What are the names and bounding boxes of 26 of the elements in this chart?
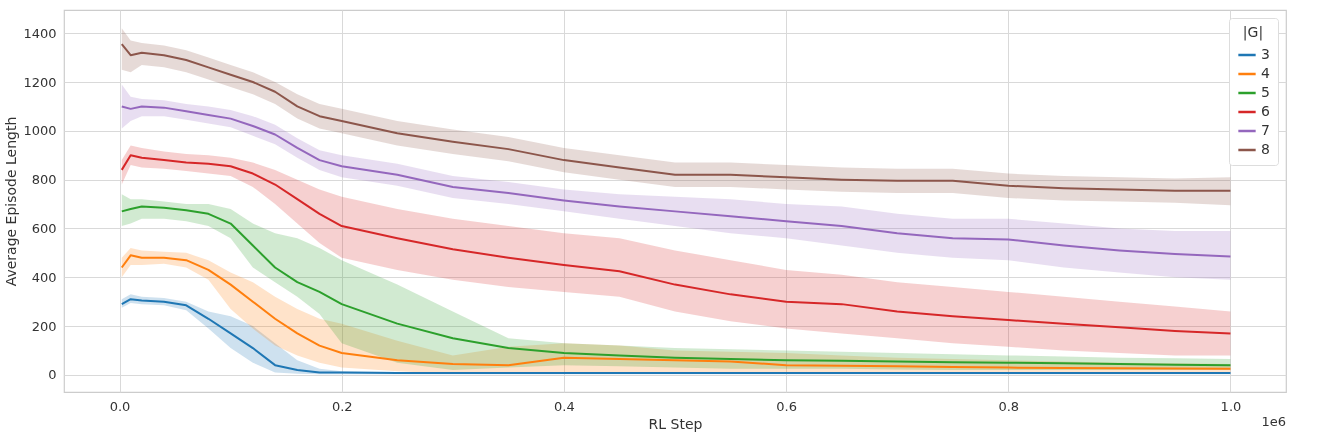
- y-tick-label: 1200: [23, 74, 57, 90]
- x-tick-label: 1.0: [1220, 398, 1242, 414]
- legend-label: 4: [1261, 65, 1270, 81]
- x-tick-label: 0.4: [554, 398, 575, 414]
- x-tick-label: 0.2: [331, 398, 353, 414]
- y-tick-label: 1000: [23, 123, 57, 139]
- y-tick-label: 0: [48, 367, 57, 383]
- legend-label: 6: [1261, 103, 1270, 119]
- x-tick-label: 0.0: [109, 398, 131, 414]
- legend-title: |G|: [1242, 24, 1264, 41]
- x-axis-title: RL Step: [648, 415, 703, 432]
- x-tick-label: 0.6: [776, 398, 797, 414]
- x-tick-label: 0.8: [998, 398, 1020, 414]
- legend-label: 7: [1261, 122, 1270, 138]
- y-tick-label: 400: [31, 269, 57, 285]
- y-tick-label: 1400: [23, 25, 57, 41]
- line-series: [120, 105, 1232, 258]
- text: 1e6: [1261, 414, 1286, 429]
- legend-label: 8: [1261, 141, 1270, 157]
- line-series: [120, 43, 1232, 192]
- y-axis-title: Average Episode Length: [3, 116, 20, 287]
- legend-label: 3: [1261, 46, 1270, 62]
- y-tick-label: 200: [31, 318, 57, 334]
- y-tick-label: 600: [31, 220, 57, 236]
- y-tick-label: 800: [31, 172, 57, 188]
- legend-label: 5: [1261, 84, 1270, 100]
